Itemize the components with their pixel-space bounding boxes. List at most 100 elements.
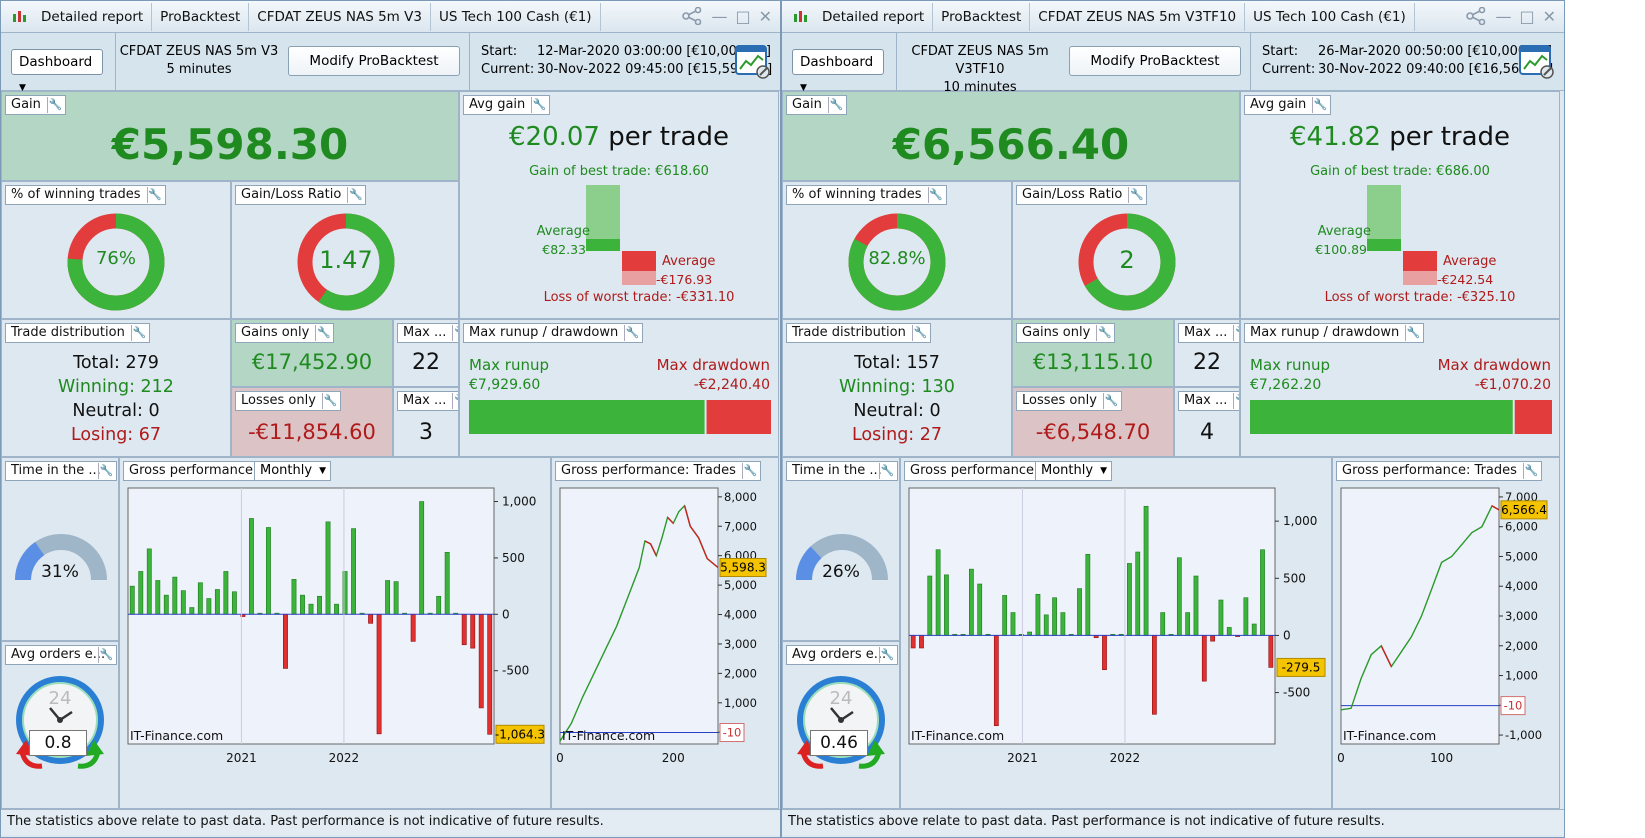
drawdown-bar bbox=[1514, 400, 1552, 434]
wrench-icon[interactable]: 🔧 bbox=[1102, 393, 1119, 409]
bar bbox=[993, 635, 999, 727]
chevron-down-icon: ▼ bbox=[319, 466, 327, 476]
wrench-icon[interactable]: 🔧 bbox=[46, 97, 63, 113]
neutral-trades: Neutral: 0 bbox=[72, 401, 160, 421]
wrench-icon[interactable]: 🔧 bbox=[321, 393, 338, 409]
wrench-icon[interactable]: 🔧 bbox=[624, 325, 640, 341]
bar bbox=[291, 579, 297, 615]
share-icon[interactable] bbox=[681, 7, 703, 25]
drawdown-bar bbox=[706, 400, 771, 434]
gain-value: €5,598.30 bbox=[111, 120, 349, 169]
modify-probacktest-button[interactable]: Modify ProBacktest bbox=[1069, 46, 1241, 76]
max-consecutive-wins-panel: Max ...🔧 22 bbox=[1174, 319, 1240, 387]
bar bbox=[1127, 563, 1132, 636]
period-dropdown[interactable]: Monthly ▼ bbox=[1035, 461, 1113, 481]
equity-line bbox=[1340, 504, 1500, 711]
wrench-icon[interactable]: 🔧 bbox=[452, 393, 458, 409]
report-settings-icon[interactable] bbox=[1518, 43, 1556, 81]
wrench-icon[interactable]: 🔧 bbox=[1312, 97, 1328, 113]
start-value: 26-Mar-2020 00:50:00 [€10,000.00] bbox=[1318, 44, 1552, 59]
bar bbox=[1185, 612, 1191, 636]
report-settings-icon[interactable] bbox=[734, 43, 772, 81]
bar bbox=[266, 527, 271, 615]
tab-instrument[interactable]: US Tech 100 Cash (€1) bbox=[431, 2, 601, 31]
maximize-icon[interactable]: □ bbox=[1519, 7, 1535, 26]
equity-down-segment bbox=[667, 516, 674, 524]
wrench-icon[interactable]: 🔧 bbox=[1405, 325, 1421, 341]
equity-down-segment bbox=[644, 540, 651, 545]
gain-panel: Gain 🔧 €6,566.40 bbox=[782, 91, 1240, 181]
wrench-icon[interactable]: 🔧 bbox=[827, 97, 844, 113]
wrench-icon[interactable]: 🔧 bbox=[315, 325, 331, 341]
maximize-icon[interactable]: □ bbox=[735, 7, 751, 26]
gross-trades-label: Gross performance: Trades 🔧 bbox=[1336, 461, 1542, 481]
tab-instrument[interactable]: US Tech 100 Cash (€1) bbox=[1245, 2, 1415, 31]
wrench-icon[interactable]: 🔧 bbox=[1233, 325, 1239, 341]
donut-gain-arc bbox=[297, 213, 395, 311]
avg-win-label: Average bbox=[1317, 224, 1371, 239]
y-tick-label: 6,000 bbox=[1505, 520, 1538, 534]
minimize-icon[interactable]: — bbox=[711, 7, 728, 26]
period-dropdown[interactable]: Monthly ▼ bbox=[254, 461, 332, 481]
minimize-icon[interactable]: — bbox=[1495, 7, 1512, 26]
bar bbox=[206, 598, 212, 615]
bar bbox=[393, 581, 399, 615]
modify-probacktest-button[interactable]: Modify ProBacktest bbox=[288, 46, 460, 76]
period-info: Start: 26-Mar-2020 00:50:00 [€10,000.00] … bbox=[1262, 43, 1553, 79]
tab-probacktest[interactable]: ProBacktest bbox=[933, 2, 1031, 31]
y-tick-label: 1,000 bbox=[724, 696, 757, 710]
report-header: Dashboard ▼ CFDAT ZEUS NAS 5m V3 5 minut… bbox=[1, 33, 780, 93]
wrench-icon[interactable]: 🔧 bbox=[741, 463, 758, 479]
tab-strategy[interactable]: CFDAT ZEUS NAS 5m V3TF10 bbox=[1030, 2, 1246, 31]
winning-trades-label: % of winning trades 🔧 bbox=[786, 185, 947, 205]
max-runup-label: Max runup bbox=[1250, 356, 1330, 374]
wrench-icon[interactable]: 🔧 bbox=[531, 97, 547, 113]
bar bbox=[180, 590, 186, 615]
wrench-icon[interactable]: 🔧 bbox=[1522, 463, 1539, 479]
equity-down-segment bbox=[683, 505, 691, 527]
dashboard-dropdown[interactable]: Dashboard ▼ bbox=[11, 49, 103, 93]
wrench-icon[interactable]: 🔧 bbox=[1128, 187, 1144, 203]
last-value-label: 5,598.3 bbox=[720, 561, 766, 575]
bar bbox=[487, 614, 493, 735]
current-label: Current: bbox=[1262, 62, 1316, 77]
tab-detailed-report[interactable]: Detailed report bbox=[33, 2, 153, 31]
tab-detailed-report[interactable]: Detailed report bbox=[814, 2, 934, 31]
bar bbox=[1043, 614, 1049, 636]
close-icon[interactable]: ✕ bbox=[1542, 7, 1556, 26]
max-consecutive-wins-value: 22 bbox=[412, 350, 440, 375]
report-window: Detailed report ProBacktest CFDAT ZEUS N… bbox=[0, 0, 781, 838]
wrench-icon[interactable]: 🔧 bbox=[130, 325, 147, 341]
wrench-icon[interactable]: 🔧 bbox=[452, 325, 458, 341]
gross-trades-chart: 8,0007,0006,0005,0004,0003,0002,0001,000… bbox=[556, 487, 767, 765]
close-icon[interactable]: ✕ bbox=[758, 7, 772, 26]
wrench-icon[interactable]: 🔧 bbox=[146, 187, 162, 203]
wrench-icon[interactable]: 🔧 bbox=[1096, 325, 1112, 341]
avg-loss-bar bbox=[622, 251, 656, 271]
bar bbox=[189, 607, 195, 615]
y-tick-label: 4,000 bbox=[724, 608, 757, 622]
wrench-icon[interactable]: 🔧 bbox=[879, 463, 895, 479]
wrench-icon[interactable]: 🔧 bbox=[1233, 393, 1239, 409]
wrench-icon[interactable]: 🔧 bbox=[927, 187, 943, 203]
wrench-icon[interactable]: 🔧 bbox=[347, 187, 363, 203]
gross-trades-panel: Gross performance: Trades 🔧 8,000 7,000 6,0… bbox=[551, 457, 779, 809]
tab-probacktest[interactable]: ProBacktest bbox=[152, 2, 250, 31]
wrench-icon[interactable]: 🔧 bbox=[879, 647, 895, 663]
time-in-market-gauge bbox=[15, 534, 107, 581]
equity-down-segment bbox=[649, 543, 657, 556]
dashboard-dropdown[interactable]: Dashboard ▼ bbox=[792, 49, 884, 93]
wrench-icon[interactable]: 🔧 bbox=[98, 647, 114, 663]
wrench-icon[interactable]: 🔧 bbox=[911, 325, 928, 341]
avg-orders-value: 0.8 bbox=[29, 730, 87, 756]
equity-down-segment bbox=[706, 558, 719, 569]
clock-number: 24 bbox=[830, 688, 853, 709]
share-icon[interactable] bbox=[1465, 7, 1487, 25]
tab-strategy[interactable]: CFDAT ZEUS NAS 5m V3 bbox=[249, 2, 431, 31]
wrench-icon[interactable]: 🔧 bbox=[98, 463, 114, 479]
max-label: Max ...🔧 bbox=[397, 323, 458, 343]
winning-trades-label: % of winning trades 🔧 bbox=[5, 185, 166, 205]
donut-gain-arc bbox=[848, 213, 946, 311]
bar bbox=[1035, 593, 1041, 636]
avg-win-bar bbox=[1367, 239, 1401, 251]
